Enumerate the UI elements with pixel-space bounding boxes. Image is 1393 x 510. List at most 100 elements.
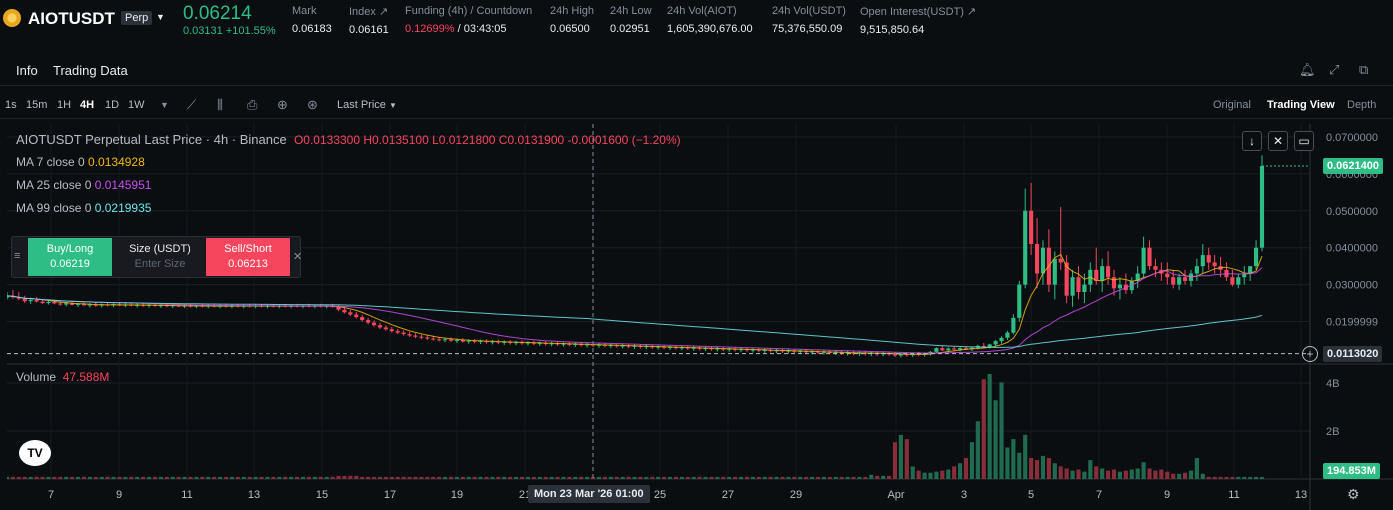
candle-body: [87, 304, 92, 306]
volume-bar: [360, 476, 365, 479]
volume-bar: [152, 476, 158, 479]
volume-bar: [200, 476, 205, 479]
candle-body: [774, 350, 779, 352]
volume-bar: [881, 475, 886, 479]
candle-body: [1153, 266, 1158, 270]
candle-body: [490, 341, 495, 343]
candlestick-chart[interactable]: 0.07000000.06000000.05000000.04000000.03…: [7, 124, 1393, 510]
volume-bar: [1046, 458, 1051, 479]
stat-open-interest[interactable]: Open Interest(USDT) ↗ 9,515,850.64: [860, 6, 977, 36]
candle-body: [1064, 262, 1069, 296]
ma-line-25: [7, 267, 1263, 354]
volume-bar: [857, 476, 862, 479]
price-type-select[interactable]: Last Price ▼: [337, 99, 397, 111]
ma99-legend: MA 99 close 0 0.0219935: [16, 201, 152, 215]
volume-bar: [969, 442, 975, 479]
volume-bar: [709, 476, 714, 479]
volume-legend: Volume 47.588M: [16, 370, 110, 384]
interval-4h[interactable]: 4H: [80, 99, 95, 111]
candle-body: [952, 348, 957, 350]
candle-body: [537, 342, 542, 344]
volume-bar: [573, 476, 578, 479]
tab-trading-data[interactable]: Trading Data: [53, 63, 128, 78]
candle-body: [1230, 277, 1235, 285]
volume-bar: [1052, 463, 1057, 479]
candle-body: [1011, 317, 1016, 333]
volume-bar: [1177, 473, 1182, 479]
volume-bar: [798, 476, 803, 479]
volume-bar: [508, 476, 513, 479]
candle-body: [342, 309, 347, 313]
sell-short-button[interactable]: Sell/Short 0.06213: [206, 238, 290, 276]
volume-bar: [585, 476, 590, 479]
volume-bar: [158, 476, 163, 479]
x-tick-label: 19: [451, 489, 463, 501]
volume-bar: [46, 476, 51, 479]
collapse-icon[interactable]: ✕: [1268, 131, 1288, 151]
x-tick-label: 13: [1295, 489, 1307, 501]
current-price-tag: 0.0621400: [1323, 157, 1383, 174]
candle-body: [573, 344, 578, 346]
indicator-icon[interactable]: ⟋: [187, 97, 197, 112]
candle-body: [472, 340, 477, 342]
candle-body: [644, 346, 649, 348]
buy-long-button[interactable]: Buy/Long 0.06219: [28, 238, 112, 276]
candle-body: [1034, 244, 1040, 274]
layout-icon[interactable]: ⧉: [1359, 62, 1369, 77]
interval-dropdown-icon[interactable]: ▼: [160, 100, 169, 110]
bell-icon[interactable]: 🔔︎: [1299, 62, 1316, 77]
close-icon[interactable]: ✕: [293, 251, 303, 263]
candle-body: [1058, 258, 1063, 263]
drag-handle-icon[interactable]: ≡: [14, 250, 21, 262]
interval-1h[interactable]: 1H: [57, 99, 72, 111]
candle-body: [1254, 247, 1259, 267]
volume-bar: [437, 476, 442, 479]
interval-1d[interactable]: 1D: [105, 99, 120, 111]
volume-bar: [218, 476, 223, 479]
volume-bar: [762, 476, 767, 479]
interval-1s[interactable]: 1s: [5, 99, 17, 111]
interval-15m[interactable]: 15m: [26, 99, 48, 111]
candle-body: [1248, 266, 1253, 274]
volume-bar: [958, 463, 963, 479]
view-depth[interactable]: Depth: [1347, 99, 1377, 111]
candle-body: [750, 349, 755, 351]
symbol-name[interactable]: AIOTUSDT: [28, 9, 115, 28]
volume-bar: [442, 476, 448, 479]
size-input[interactable]: Size (USDT) Enter Size: [129, 243, 191, 270]
scroll-down-icon[interactable]: ↓: [1242, 131, 1262, 151]
chart-area[interactable]: 0.0700000 0.0600000 0.0500000 0.0400000 0.03…: [7, 124, 1393, 510]
volume-bar: [886, 475, 892, 479]
stat-index[interactable]: Index ↗ 0.06161: [349, 6, 389, 36]
symbol-dropdown-icon[interactable]: ▼: [156, 12, 165, 22]
quick-order-box: ≡ Buy/Long 0.06219 Size (USDT) Enter Size …: [11, 236, 303, 278]
candle-body: [892, 354, 898, 356]
interval-1w[interactable]: 1W: [128, 99, 145, 111]
chart-settings-icon[interactable]: ⚙: [1347, 486, 1360, 502]
candle-body: [478, 341, 483, 343]
ma-line-99: [7, 295, 1263, 348]
volume-bar: [1082, 471, 1087, 479]
candle-body: [466, 340, 471, 342]
volume-bar: [496, 476, 501, 479]
candle-body: [431, 338, 436, 340]
camera-icon[interactable]: ⎙: [247, 97, 258, 112]
volume-bar: [750, 476, 755, 479]
volume-bar: [851, 476, 856, 479]
candle-body: [620, 345, 625, 347]
tab-info[interactable]: Info: [16, 63, 38, 78]
camera-snapshot-icon[interactable]: ▭: [1294, 131, 1314, 151]
volume-bar: [727, 476, 732, 479]
tradingview-logo[interactable]: TV: [19, 440, 51, 466]
candle-body: [460, 340, 465, 342]
expand-icon[interactable]: ⤢: [1329, 62, 1340, 77]
add-indicator-icon[interactable]: ⊕: [277, 97, 288, 112]
add-alert-icon[interactable]: +: [1302, 345, 1318, 362]
volume-bar: [514, 476, 519, 479]
candle-body: [656, 346, 661, 348]
view-original[interactable]: Original: [1213, 99, 1251, 111]
view-trading-view[interactable]: Trading View: [1267, 99, 1335, 111]
candle-body: [1052, 258, 1057, 285]
settings-icon[interactable]: ⊛: [307, 97, 318, 112]
candle-type-icon[interactable]: ⫼: [217, 97, 223, 112]
